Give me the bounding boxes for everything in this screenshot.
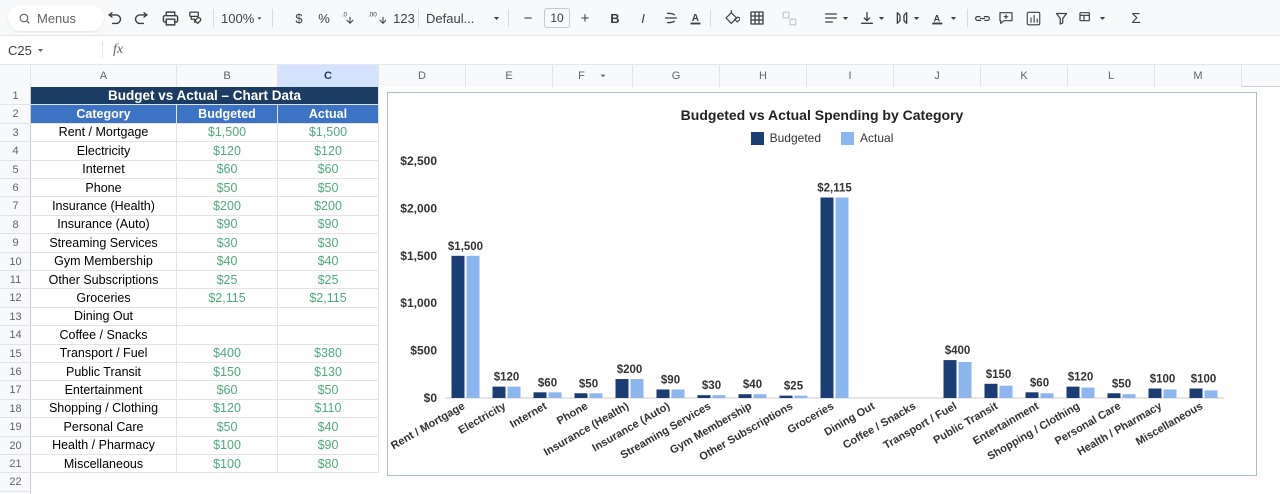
svg-text:$50: $50 (579, 378, 598, 390)
svg-text:A: A (934, 13, 941, 23)
svg-text:$2,000: $2,000 (400, 201, 437, 215)
svg-text:$60: $60 (538, 377, 557, 389)
svg-text:$200: $200 (617, 364, 643, 376)
svg-text:A: A (692, 13, 699, 24)
svg-text:$1,500: $1,500 (448, 241, 483, 253)
svg-text:$60: $60 (1030, 377, 1049, 389)
svg-text:Internet: Internet (508, 400, 549, 431)
svg-text:$120: $120 (494, 372, 520, 384)
svg-text:$90: $90 (661, 374, 680, 386)
svg-text:Electricity: Electricity (456, 400, 508, 437)
svg-text:.00: .00 (368, 12, 377, 19)
svg-text:$100: $100 (1191, 374, 1217, 386)
svg-text:$150: $150 (986, 369, 1012, 381)
svg-text:$25: $25 (784, 381, 804, 393)
svg-text:$500: $500 (410, 344, 437, 358)
svg-text:Coffee / Snacks: Coffee / Snacks (841, 400, 918, 451)
svg-text:$1,000: $1,000 (400, 296, 437, 310)
svg-text:$400: $400 (945, 345, 971, 357)
svg-text:$2,115: $2,115 (817, 182, 852, 194)
svg-text:$1,500: $1,500 (400, 249, 437, 263)
svg-text:$50: $50 (1112, 378, 1131, 390)
svg-text:$2,500: $2,500 (400, 154, 437, 168)
svg-text:$30: $30 (702, 380, 721, 392)
svg-text:$0: $0 (424, 391, 438, 405)
svg-text:$120: $120 (1068, 372, 1094, 384)
svg-text:$40: $40 (743, 379, 762, 391)
svg-text:$100: $100 (1150, 374, 1176, 386)
svg-text:.0: .0 (342, 12, 348, 19)
